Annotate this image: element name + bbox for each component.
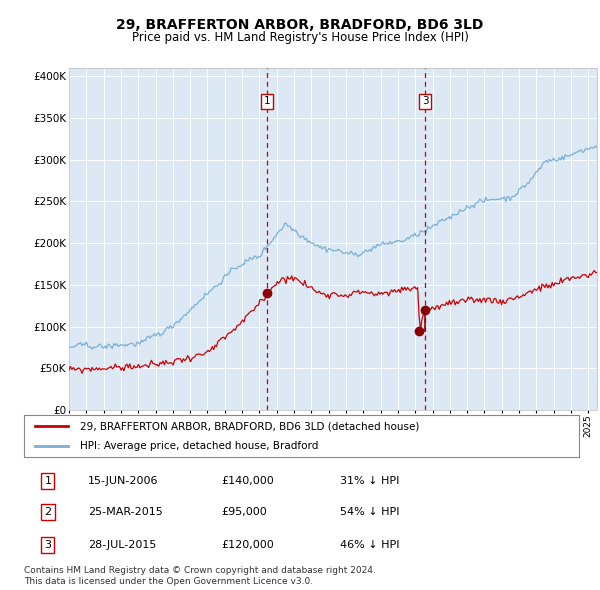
Text: 25-MAR-2015: 25-MAR-2015 [88, 507, 163, 517]
Text: 1: 1 [44, 476, 52, 486]
Text: £95,000: £95,000 [221, 507, 267, 517]
Text: 54% ↓ HPI: 54% ↓ HPI [340, 507, 400, 517]
Text: 29, BRAFFERTON ARBOR, BRADFORD, BD6 3LD: 29, BRAFFERTON ARBOR, BRADFORD, BD6 3LD [116, 18, 484, 32]
Text: 1: 1 [264, 96, 271, 106]
Text: £120,000: £120,000 [221, 540, 274, 550]
Text: Contains HM Land Registry data © Crown copyright and database right 2024.
This d: Contains HM Land Registry data © Crown c… [24, 566, 376, 586]
Text: 3: 3 [44, 540, 52, 550]
Text: 46% ↓ HPI: 46% ↓ HPI [340, 540, 400, 550]
Text: 31% ↓ HPI: 31% ↓ HPI [340, 476, 400, 486]
Text: 15-JUN-2006: 15-JUN-2006 [88, 476, 158, 486]
Text: 29, BRAFFERTON ARBOR, BRADFORD, BD6 3LD (detached house): 29, BRAFFERTON ARBOR, BRADFORD, BD6 3LD … [79, 421, 419, 431]
Text: 28-JUL-2015: 28-JUL-2015 [88, 540, 156, 550]
Text: Price paid vs. HM Land Registry's House Price Index (HPI): Price paid vs. HM Land Registry's House … [131, 31, 469, 44]
Text: £140,000: £140,000 [221, 476, 274, 486]
Text: 3: 3 [422, 96, 428, 106]
Text: 2: 2 [44, 507, 52, 517]
Text: HPI: Average price, detached house, Bradford: HPI: Average price, detached house, Brad… [79, 441, 318, 451]
